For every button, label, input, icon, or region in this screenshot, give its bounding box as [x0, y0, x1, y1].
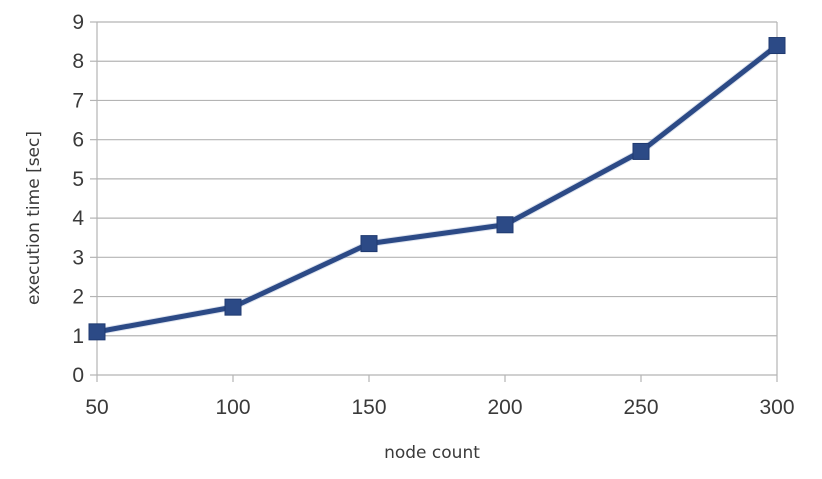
x-tick-label-200: 200: [487, 396, 522, 419]
x-tick-label-100: 100: [215, 396, 250, 419]
y-tick-label-7: 7: [72, 89, 84, 112]
y-tick-label-3: 3: [72, 246, 84, 269]
y-tick-label-6: 6: [72, 129, 84, 152]
series: [88, 37, 786, 341]
y-tick-label-0: 0: [72, 364, 84, 387]
y-axis-title: execution time [sec]: [24, 131, 44, 305]
y-tick-label-4: 4: [72, 207, 84, 230]
x-tick-label-250: 250: [623, 396, 658, 419]
y-tick-label-9: 9: [72, 11, 84, 34]
y-tick-label-5: 5: [72, 168, 84, 191]
grid: [97, 21, 777, 337]
y-tick-label-1: 1: [72, 325, 84, 348]
data-point-200: [496, 216, 514, 234]
data-point-300: [768, 37, 786, 55]
data-point-250: [632, 142, 650, 160]
x-axis-title: node count: [384, 443, 480, 463]
data-point-150: [360, 235, 378, 253]
axes: [90, 21, 778, 382]
x-tick-label-300: 300: [759, 396, 794, 419]
data-point-100: [224, 298, 242, 316]
x-tick-label-150: 150: [351, 396, 386, 419]
y-tick-label-2: 2: [72, 286, 84, 309]
series-line-0: [96, 43, 779, 335]
y-tick-label-8: 8: [72, 50, 84, 73]
series-line-shadow-0: [96, 42, 780, 336]
tick-labels: 0 1 2 3 4 5 6 7 8 9 50 100 150 200 250 300: [72, 11, 794, 419]
x-tick-label-50: 50: [85, 396, 108, 419]
data-point-50: [88, 323, 106, 341]
